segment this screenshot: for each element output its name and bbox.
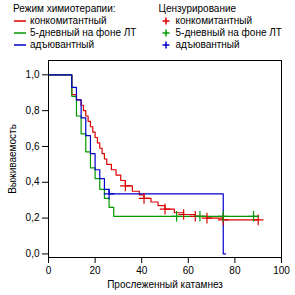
html-text:адъювантный: адъювантный — [30, 39, 95, 50]
svg-text:0,4: 0,4 — [26, 176, 40, 187]
html-text:адъювантный: адъювантный — [175, 39, 240, 50]
html-text:конкомитантный: конкомитантный — [175, 15, 253, 26]
html-text:Режим химиотерапии:: Режим химиотерапии: — [13, 3, 116, 14]
svg-text:40: 40 — [136, 265, 148, 276]
svg-text:80: 80 — [229, 265, 241, 276]
svg-text:20: 20 — [90, 265, 102, 276]
html-text:конкомитантный: конкомитантный — [30, 15, 107, 26]
html-text:5-дневный на фоне ЛТ: 5-дневный на фоне ЛТ — [30, 27, 137, 38]
svg-text:0,6: 0,6 — [26, 141, 40, 152]
svg-text:0: 0 — [46, 265, 52, 276]
svg-text:0,8: 0,8 — [26, 105, 40, 116]
svg-text:Прослеженный катамнез: Прослеженный катамнез — [107, 279, 223, 290]
svg-text:100: 100 — [273, 265, 290, 276]
svg-text:0,2: 0,2 — [26, 212, 40, 223]
html-text:5-дневный на фоне ЛТ: 5-дневный на фоне ЛТ — [175, 27, 282, 38]
svg-text:Выживаемость: Выживаемость — [7, 124, 18, 194]
html-text:Цензурирование: Цензурирование — [158, 3, 237, 14]
svg-text:0,0: 0,0 — [26, 248, 40, 259]
svg-text:1,0: 1,0 — [26, 69, 40, 80]
svg-text:60: 60 — [183, 265, 195, 276]
